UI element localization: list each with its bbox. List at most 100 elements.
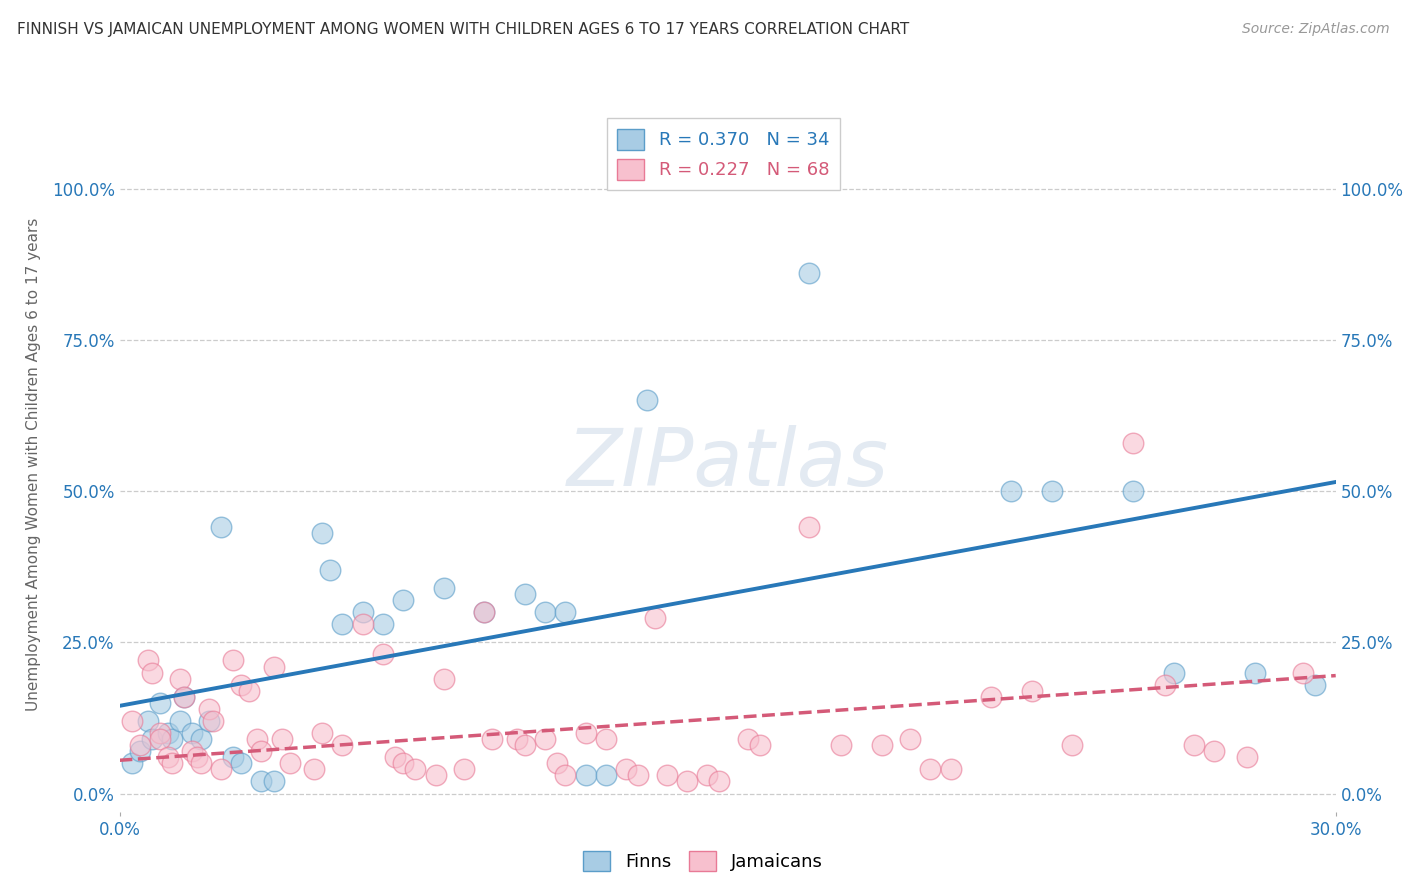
Point	[453, 763, 475, 777]
Point	[797, 520, 820, 534]
Point	[433, 672, 456, 686]
Point	[160, 756, 183, 771]
Point	[1122, 484, 1144, 499]
Point	[270, 732, 292, 747]
Point	[920, 763, 942, 777]
Point	[278, 756, 301, 771]
Point	[636, 393, 658, 408]
Point	[433, 581, 456, 595]
Point	[575, 726, 598, 740]
Point	[1062, 738, 1084, 752]
Point	[696, 768, 718, 782]
Point	[870, 738, 893, 752]
Point	[197, 702, 219, 716]
Point	[311, 526, 333, 541]
Point	[136, 714, 159, 728]
Point	[173, 690, 195, 704]
Point	[384, 750, 406, 764]
Point	[1204, 744, 1226, 758]
Point	[371, 617, 394, 632]
Point	[709, 774, 731, 789]
Legend: R = 0.370   N = 34, R = 0.227   N = 68: R = 0.370 N = 34, R = 0.227 N = 68	[606, 118, 841, 190]
Point	[371, 648, 394, 662]
Point	[302, 763, 325, 777]
Point	[128, 738, 150, 752]
Point	[737, 732, 759, 747]
Point	[141, 732, 163, 747]
Point	[1163, 665, 1185, 680]
Point	[534, 605, 557, 619]
Point	[201, 714, 224, 728]
Point	[1154, 678, 1177, 692]
Point	[332, 617, 354, 632]
Point	[160, 732, 183, 747]
Point	[173, 690, 195, 704]
Point	[311, 726, 333, 740]
Point	[472, 605, 496, 619]
Text: ZIPatlas: ZIPatlas	[567, 425, 889, 503]
Point	[209, 763, 232, 777]
Point	[595, 732, 617, 747]
Point	[149, 696, 172, 710]
Point	[197, 714, 219, 728]
Point	[169, 672, 191, 686]
Point	[157, 726, 180, 740]
Point	[121, 756, 143, 771]
Point	[1305, 678, 1327, 692]
Point	[169, 714, 191, 728]
Point	[1292, 665, 1315, 680]
Point	[575, 768, 598, 782]
Point	[186, 750, 208, 764]
Point	[250, 744, 273, 758]
Point	[506, 732, 529, 747]
Point	[222, 750, 245, 764]
Point	[392, 756, 415, 771]
Point	[1243, 665, 1265, 680]
Point	[513, 587, 536, 601]
Point	[263, 659, 285, 673]
Point	[513, 738, 536, 752]
Point	[1236, 750, 1258, 764]
Point	[136, 653, 159, 667]
Point	[181, 726, 204, 740]
Point	[627, 768, 650, 782]
Point	[595, 768, 617, 782]
Y-axis label: Unemployment Among Women with Children Ages 6 to 17 years: Unemployment Among Women with Children A…	[25, 217, 41, 711]
Point	[481, 732, 503, 747]
Point	[644, 611, 666, 625]
Point	[352, 605, 374, 619]
Point	[263, 774, 285, 789]
Legend: Finns, Jamaicans: Finns, Jamaicans	[576, 844, 830, 879]
Point	[319, 563, 342, 577]
Point	[246, 732, 269, 747]
Point	[472, 605, 496, 619]
Point	[128, 744, 150, 758]
Point	[1040, 484, 1063, 499]
Point	[1182, 738, 1205, 752]
Point	[1000, 484, 1022, 499]
Point	[980, 690, 1002, 704]
Text: FINNISH VS JAMAICAN UNEMPLOYMENT AMONG WOMEN WITH CHILDREN AGES 6 TO 17 YEARS CO: FINNISH VS JAMAICAN UNEMPLOYMENT AMONG W…	[17, 22, 910, 37]
Point	[1122, 435, 1144, 450]
Point	[121, 714, 143, 728]
Point	[332, 738, 354, 752]
Point	[352, 617, 374, 632]
Point	[181, 744, 204, 758]
Point	[425, 768, 447, 782]
Point	[546, 756, 568, 771]
Point	[250, 774, 273, 789]
Point	[749, 738, 772, 752]
Point	[898, 732, 921, 747]
Point	[614, 763, 637, 777]
Point	[190, 732, 212, 747]
Point	[392, 593, 415, 607]
Point	[231, 678, 253, 692]
Point	[222, 653, 245, 667]
Point	[655, 768, 678, 782]
Point	[141, 665, 163, 680]
Point	[1021, 683, 1043, 698]
Point	[534, 732, 557, 747]
Point	[149, 732, 172, 747]
Point	[830, 738, 852, 752]
Point	[238, 683, 260, 698]
